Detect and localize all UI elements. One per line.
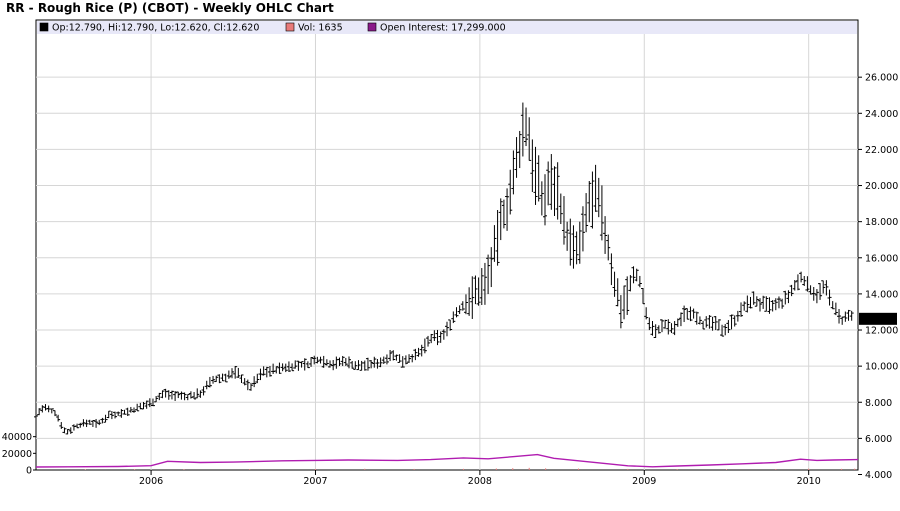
y-tick-label: 22.000	[865, 145, 898, 156]
y-tick-label: 20.000	[865, 181, 898, 192]
y-tick-label: 26.000	[865, 73, 898, 84]
legend-label: Op:12.790, Hi:12.790, Lo:12.620, Cl:12.6…	[52, 23, 259, 34]
x-tick-label: 2006	[139, 476, 163, 487]
x-tick-label: 2008	[468, 476, 492, 487]
y-tick-label: 24.000	[865, 109, 898, 120]
y-tick-label: 10.000	[865, 362, 898, 373]
legend-label: Vol: 1635	[298, 23, 343, 34]
x-tick-label: 2009	[632, 476, 656, 487]
chart-title: RR - Rough Rice (P) (CBOT) - Weekly OHLC…	[6, 1, 334, 15]
last-price-box	[859, 312, 897, 325]
legend-band	[37, 21, 857, 34]
sub-tick-label: 40000	[2, 432, 32, 443]
x-tick-label: 2010	[797, 476, 821, 487]
y-tick-label: 16.000	[865, 253, 898, 264]
sub-tick-label: 20000	[2, 449, 32, 460]
sub-tick-label: 0	[26, 466, 32, 477]
y-tick-label: 4.000	[865, 470, 892, 481]
y-tick-label: 8.000	[865, 398, 892, 409]
y-tick-label: 12.000	[865, 326, 898, 337]
legend-label: Open Interest: 17,299.000	[380, 23, 506, 34]
legend-swatch	[367, 22, 377, 32]
plot-frame	[35, 19, 859, 471]
legend-swatch	[39, 22, 49, 32]
y-tick-label: 18.000	[865, 217, 898, 228]
y-tick-label: 14.000	[865, 289, 898, 300]
open-interest-line	[35, 453, 859, 468]
x-tick-label: 2007	[303, 476, 327, 487]
last-price-label: 12.620	[862, 314, 895, 325]
y-tick-label: 6.000	[865, 434, 892, 445]
legend-swatch	[285, 22, 295, 32]
